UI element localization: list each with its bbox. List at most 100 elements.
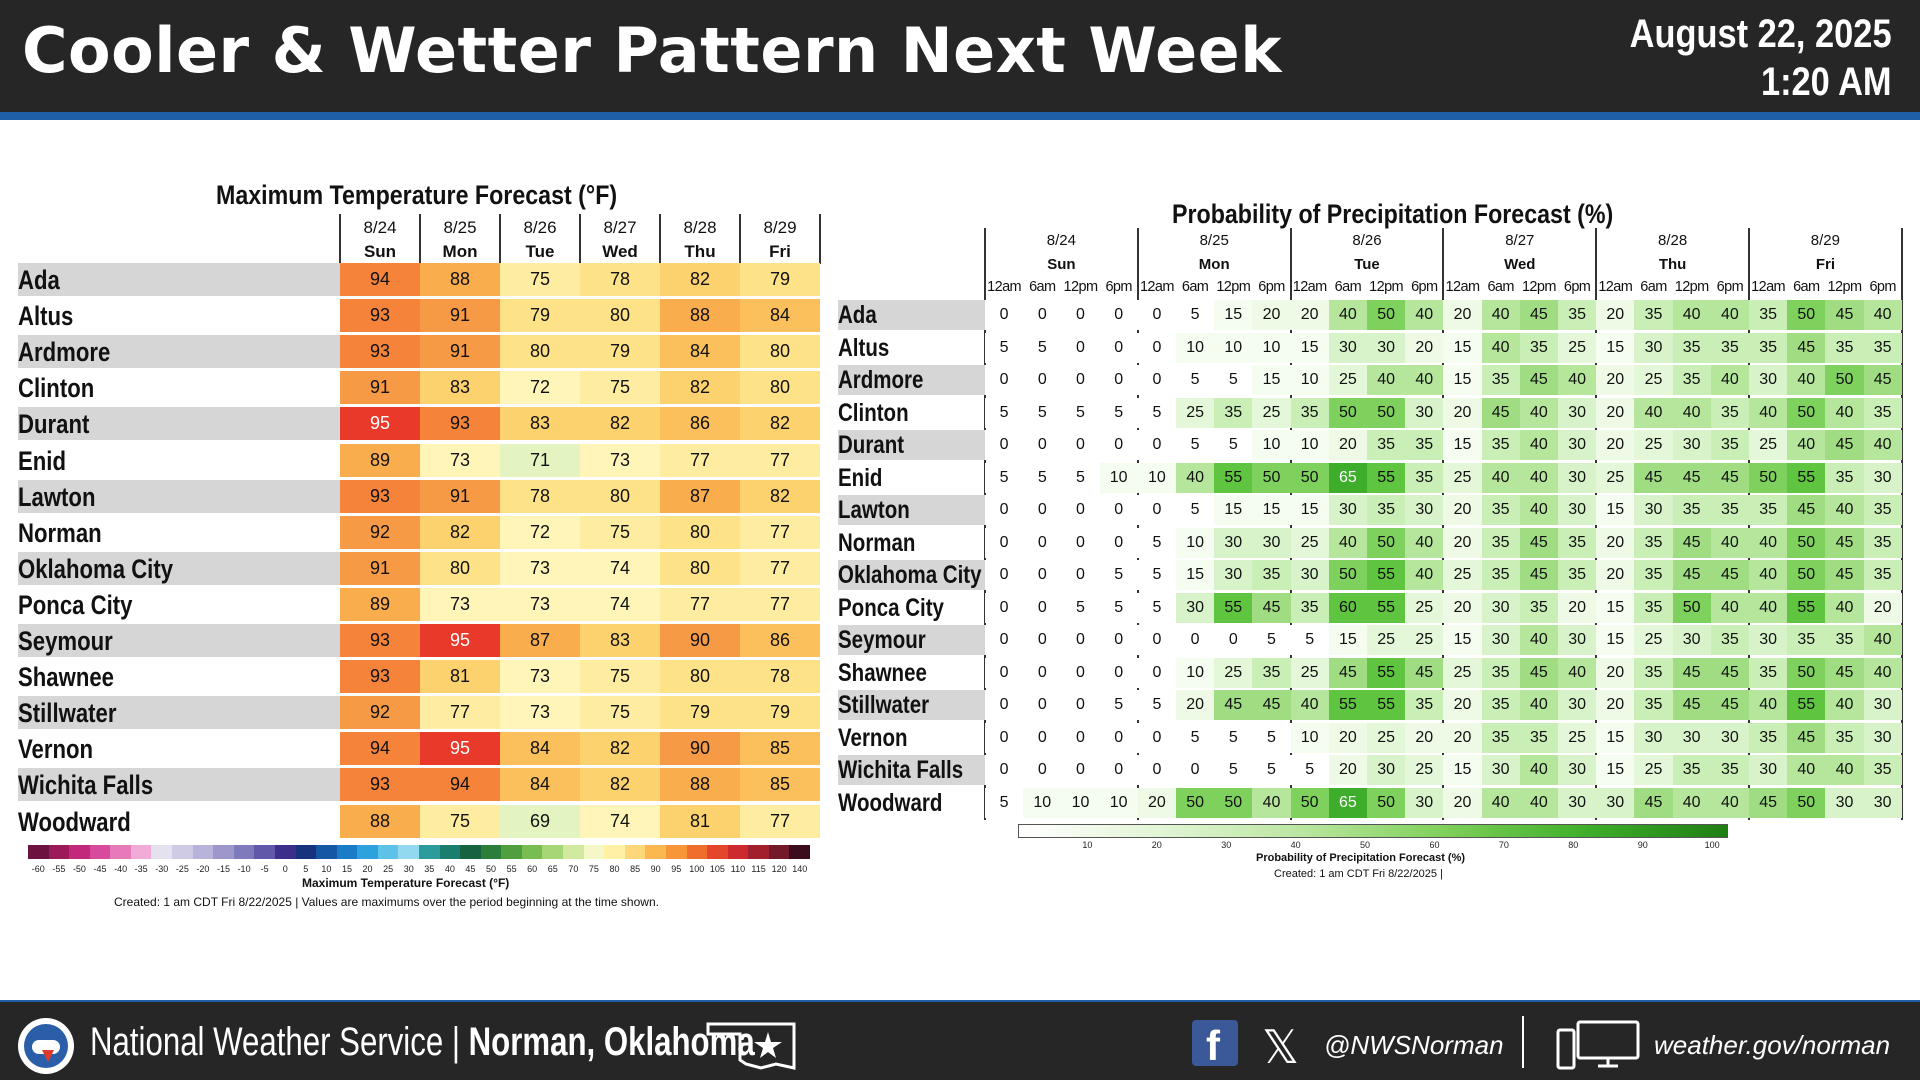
facebook-icon[interactable]: f bbox=[1192, 1020, 1238, 1069]
pop-cell: 35 bbox=[1749, 495, 1788, 525]
temp-cell: 94 bbox=[340, 263, 420, 296]
pop-row-band bbox=[838, 365, 985, 395]
pop-cell: 35 bbox=[1710, 332, 1749, 363]
pop-cell: 15 bbox=[1596, 755, 1635, 785]
temp-scale-tick: 10 bbox=[321, 864, 332, 874]
pop-cell: 45 bbox=[1749, 787, 1788, 818]
pop-cell: 45 bbox=[1481, 397, 1520, 428]
temp-cell: 91 bbox=[420, 479, 500, 513]
pop-col-day: Sun bbox=[1047, 256, 1076, 273]
pop-cell: 40 bbox=[1176, 462, 1215, 493]
temp-cell: 92 bbox=[340, 696, 420, 730]
temp-city-name: Vernon bbox=[18, 734, 94, 765]
temp-cell: 71 bbox=[500, 443, 580, 477]
pop-cell: 5 bbox=[1137, 592, 1176, 623]
pop-cell: 35 bbox=[1710, 430, 1749, 460]
pop-cell: 35 bbox=[1787, 625, 1826, 655]
pop-cell: 30 bbox=[1634, 495, 1673, 525]
pop-cell: 0 bbox=[1099, 657, 1138, 688]
pop-cell: 40 bbox=[1710, 300, 1749, 330]
temp-cell: 80 bbox=[420, 551, 500, 585]
pop-cell: 10 bbox=[1176, 657, 1215, 688]
temp-col-day: Mon bbox=[442, 242, 478, 261]
pop-cell: 15 bbox=[1214, 300, 1253, 330]
pop-cell: 30 bbox=[1863, 462, 1902, 493]
temp-city-name: Oklahoma City bbox=[18, 553, 174, 584]
pop-city-name: Shawnee bbox=[838, 658, 927, 687]
pop-cell: 20 bbox=[1405, 722, 1444, 753]
pop-cell: 40 bbox=[1519, 397, 1558, 428]
temp-city-name: Shawnee bbox=[18, 662, 114, 693]
temp-city-name: Wichita Falls bbox=[18, 770, 154, 801]
temp-scale-swatch bbox=[28, 845, 50, 859]
temp-scale-tick: 35 bbox=[424, 864, 435, 874]
pop-cell: 50 bbox=[1214, 787, 1253, 818]
temp-scale-swatch bbox=[192, 845, 214, 859]
pop-cell: 0 bbox=[1137, 430, 1176, 460]
temp-cell: 77 bbox=[740, 515, 820, 549]
pop-cell: 10 bbox=[1214, 332, 1253, 363]
pop-cell: 35 bbox=[1710, 625, 1749, 655]
pop-cell: 0 bbox=[1023, 657, 1062, 688]
pop-cell: 15 bbox=[1443, 365, 1482, 395]
pop-cell: 0 bbox=[1061, 625, 1100, 655]
pop-city-name: Ada bbox=[838, 301, 877, 329]
pop-cell: 55 bbox=[1367, 657, 1406, 688]
issue-date: August 22, 2025 bbox=[1630, 12, 1892, 56]
pop-cell: 40 bbox=[1481, 462, 1520, 493]
pop-cell: 20 bbox=[1443, 495, 1482, 525]
x-icon[interactable]: 𝕏 bbox=[1262, 1020, 1300, 1074]
pop-cell: 35 bbox=[1825, 625, 1864, 655]
pop-cell: 30 bbox=[1367, 755, 1406, 785]
temp-cell: 80 bbox=[500, 335, 580, 369]
pop-cell: 15 bbox=[1443, 430, 1482, 460]
pop-cell: 40 bbox=[1405, 527, 1444, 558]
temp-cell: 80 bbox=[660, 551, 740, 585]
temp-cell: 93 bbox=[340, 335, 420, 369]
temp-scale-swatch bbox=[336, 845, 358, 859]
pop-cell: 40 bbox=[1252, 787, 1291, 818]
pop-cell: 45 bbox=[1787, 495, 1826, 525]
pop-scale-label: Probability of Precipitation Forecast (%… bbox=[1256, 852, 1466, 864]
pop-cell: 30 bbox=[1710, 722, 1749, 753]
social-handle[interactable]: @NWSNorman bbox=[1324, 1030, 1504, 1060]
pop-cell: 40 bbox=[1328, 300, 1367, 330]
pop-cell: 35 bbox=[1863, 527, 1902, 558]
temp-scale-swatch bbox=[789, 845, 811, 859]
pop-col-time: 6pm bbox=[1411, 279, 1438, 295]
pop-cell: 0 bbox=[1023, 625, 1062, 655]
temp-scale-tick: 5 bbox=[303, 864, 309, 874]
pop-col-time: 12pm bbox=[1369, 279, 1404, 295]
pop-cell: 35 bbox=[1863, 560, 1902, 590]
temp-cell: 69 bbox=[500, 804, 580, 838]
pop-cell: 60 bbox=[1328, 592, 1367, 623]
pop-cell: 45 bbox=[1519, 365, 1558, 395]
temp-scale-tick: -50 bbox=[72, 864, 86, 874]
website-link[interactable]: weather.gov/norman bbox=[1654, 1030, 1891, 1060]
temp-city-name: Stillwater bbox=[18, 698, 117, 729]
pop-cell: 35 bbox=[1825, 332, 1864, 363]
pop-city-name: Altus bbox=[838, 333, 890, 362]
temp-cell: 89 bbox=[340, 587, 420, 621]
pop-cell: 0 bbox=[1099, 495, 1138, 525]
pop-cell: 45 bbox=[1825, 430, 1864, 460]
pop-col-time: 6am bbox=[1029, 279, 1056, 295]
pop-cell: 45 bbox=[1710, 462, 1749, 493]
temp-scale-tick: 30 bbox=[403, 864, 414, 874]
temp-scale-tick: 40 bbox=[444, 864, 455, 874]
temp-cell: 82 bbox=[580, 407, 660, 441]
pop-cell: 30 bbox=[1558, 397, 1597, 428]
pop-cell: 10 bbox=[1099, 787, 1138, 818]
temp-cell: 82 bbox=[660, 371, 740, 405]
pop-cell: 0 bbox=[985, 625, 1024, 655]
issue-time: 1:20 AM bbox=[1761, 60, 1892, 104]
temp-cell: 88 bbox=[420, 263, 500, 296]
pop-cell: 45 bbox=[1825, 527, 1864, 558]
pop-cell: 10 bbox=[1176, 527, 1215, 558]
temp-cell: 77 bbox=[740, 443, 820, 477]
pop-cell: 5 bbox=[1023, 397, 1062, 428]
temp-scale-tick: 115 bbox=[751, 864, 766, 874]
pop-row-band bbox=[838, 690, 985, 720]
temp-cell: 79 bbox=[740, 263, 820, 296]
pop-col-time: 6am bbox=[1334, 279, 1362, 295]
